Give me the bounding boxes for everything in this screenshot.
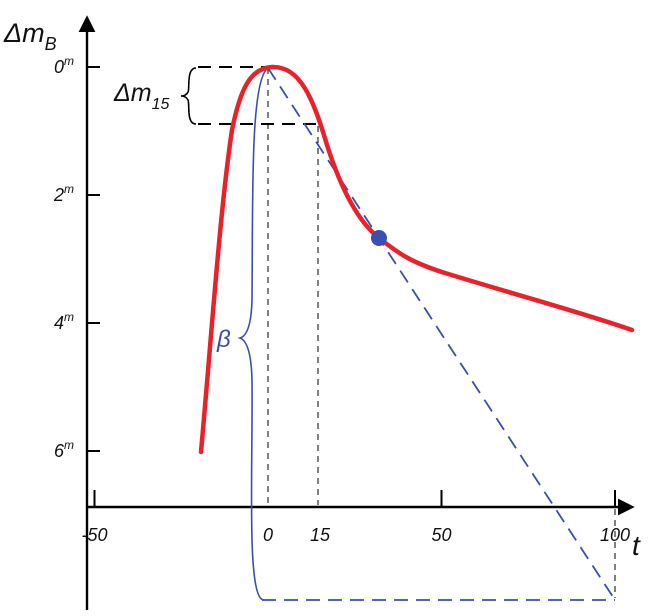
beta-label: β xyxy=(216,326,231,353)
y-tick-label: 6m xyxy=(54,438,74,461)
decline-tangent-dashed xyxy=(267,67,616,601)
y-tick-label: 4m xyxy=(54,310,74,333)
x-axis-label: t xyxy=(632,530,641,561)
delta-m15-label: Δm15 xyxy=(113,79,170,113)
beta-brace xyxy=(237,67,269,601)
y-tick-label: 0m xyxy=(54,54,74,77)
x-tick-label: 50 xyxy=(431,525,451,545)
y-tick-label: 2m xyxy=(53,182,74,205)
x-tick-label: 15 xyxy=(310,525,331,545)
delta-m15-brace xyxy=(180,67,197,125)
inflection-marker xyxy=(371,230,387,246)
light-curve xyxy=(198,64,635,455)
x-tick-label: 0 xyxy=(263,525,273,545)
x-tick-label: -50 xyxy=(81,525,107,545)
y-axis-label: ΔmB xyxy=(3,18,57,54)
y-ticks: 0m 2m 4m 6m xyxy=(53,54,100,461)
x-ticks: -50 0 15 50 100 xyxy=(81,490,630,545)
